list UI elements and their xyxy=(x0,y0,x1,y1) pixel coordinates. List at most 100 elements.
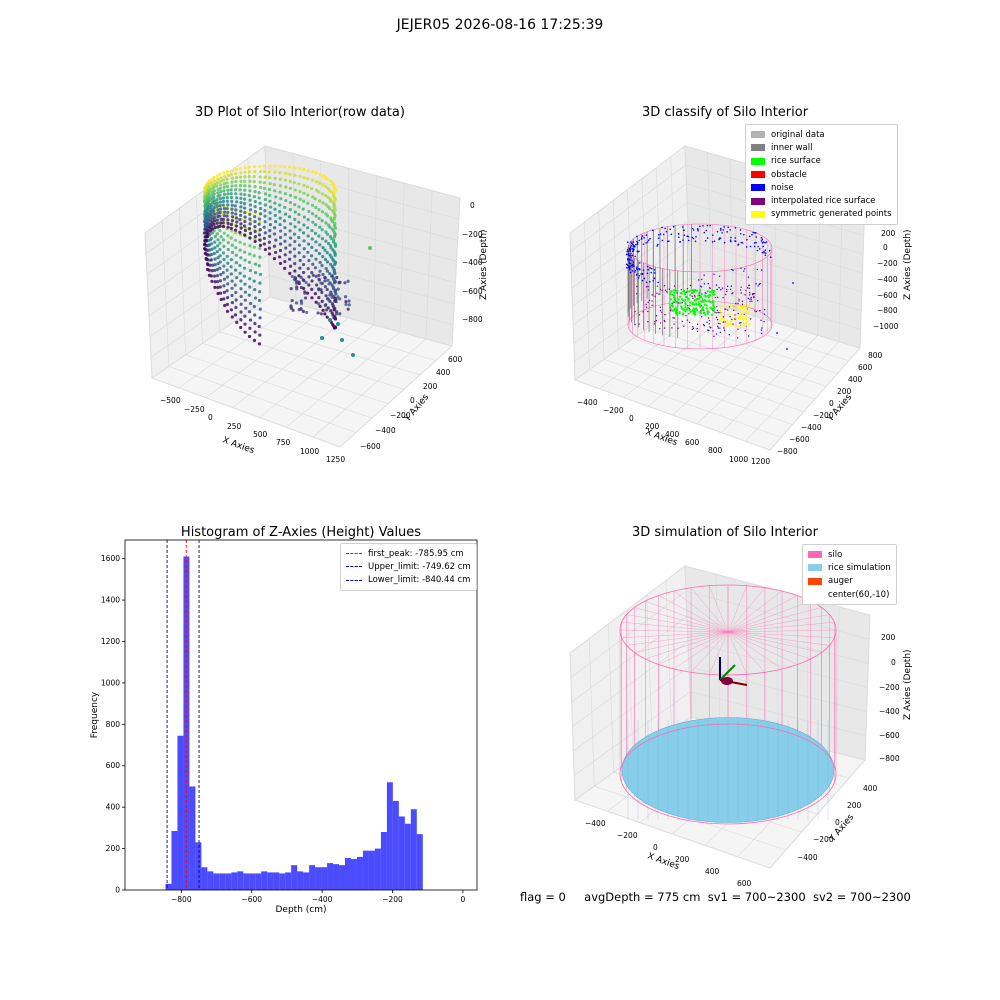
rice-surface-point xyxy=(706,290,709,293)
legend-item: Upper_limit: -749.62 cm xyxy=(346,560,471,573)
raw-point xyxy=(229,172,234,177)
raw-point xyxy=(210,180,214,185)
raw-point xyxy=(230,250,234,255)
interpolated-rice-point xyxy=(709,287,711,290)
raw-point xyxy=(253,205,257,209)
noise-point xyxy=(626,250,629,253)
noise-point xyxy=(664,227,667,230)
raw-point xyxy=(234,176,239,180)
raw-point xyxy=(213,234,217,239)
interpolated-rice-point xyxy=(750,296,752,299)
raw-point xyxy=(243,188,247,192)
noise-point xyxy=(636,235,638,238)
noise-point xyxy=(647,239,650,241)
histogram-bar xyxy=(374,848,381,890)
interpolated-rice-point xyxy=(686,319,689,321)
raw-point xyxy=(238,263,242,268)
noise-point xyxy=(627,250,630,253)
raw-point xyxy=(317,216,321,221)
interpolated-rice-point xyxy=(672,317,674,319)
noise-point xyxy=(661,226,663,229)
raw-point xyxy=(229,272,233,276)
histogram-ytick-label: 1200 xyxy=(101,637,120,646)
sim-ytick: 400 xyxy=(863,784,878,793)
noise-point xyxy=(757,285,759,287)
sim-ztick: −400 xyxy=(879,707,900,716)
raw-xtick: 0 xyxy=(208,413,213,422)
raw-point xyxy=(258,180,262,184)
sim-ytick: 0 xyxy=(835,818,840,827)
raw-point xyxy=(234,298,238,302)
raw-point xyxy=(314,274,318,279)
rice-surface-point xyxy=(704,294,707,297)
noise-point xyxy=(763,313,766,315)
auger-axis-y xyxy=(719,664,736,681)
raw-point xyxy=(219,179,223,183)
grid-line xyxy=(266,188,458,241)
grid-line xyxy=(178,208,187,355)
raw-point xyxy=(274,219,278,224)
legend-line xyxy=(346,579,362,581)
raw-point xyxy=(302,175,306,180)
raw-point xyxy=(215,204,219,208)
histogram-bar xyxy=(368,850,375,890)
raw-outlier-point xyxy=(320,336,324,340)
raw-point xyxy=(311,273,315,277)
silo-roof-wire xyxy=(727,631,811,660)
interpolated-rice-point xyxy=(724,293,727,296)
interpolated-rice-point xyxy=(719,323,721,325)
noise-point xyxy=(747,335,750,337)
histogram-bar xyxy=(327,863,334,890)
raw-point xyxy=(268,193,272,197)
classify-xtick: −400 xyxy=(577,398,598,407)
raw-point xyxy=(243,170,247,174)
histogram-bars xyxy=(165,556,423,890)
raw-point xyxy=(205,228,210,232)
raw-point xyxy=(230,207,234,211)
raw-point xyxy=(338,280,342,284)
raw-point xyxy=(318,172,322,177)
auger-body xyxy=(721,677,733,685)
simulation-plot-title: 3D simulation of Silo Interior xyxy=(632,525,819,540)
histogram-y-ticks: 0 200 400 600 800 1000 1200 1400 1600 xyxy=(101,554,125,895)
noise-point xyxy=(711,241,714,243)
rice-surface-point xyxy=(700,292,703,296)
noise-point xyxy=(730,236,732,239)
raw-point xyxy=(258,307,262,311)
raw-point xyxy=(226,241,230,245)
interpolated-rice-point xyxy=(634,310,636,313)
raw-point xyxy=(325,177,329,181)
noise-point xyxy=(628,261,631,263)
legend-label: original data xyxy=(771,129,825,140)
raw-point xyxy=(326,278,330,282)
raw-point xyxy=(230,168,235,173)
raw-point xyxy=(253,190,257,194)
raw-point xyxy=(210,268,214,273)
raw-xtick: −250 xyxy=(184,405,205,414)
interpolated-rice-point xyxy=(744,294,746,296)
rice-surface-point xyxy=(681,299,684,302)
noise-point xyxy=(642,243,645,245)
interpolated-rice-point xyxy=(664,313,666,316)
raw-point xyxy=(332,235,336,239)
histogram-ytick-label: 1600 xyxy=(101,554,120,563)
raw-point xyxy=(305,310,309,315)
raw-outlier-point xyxy=(368,246,372,250)
raw-point xyxy=(215,232,220,236)
raw-ztick: −400 xyxy=(462,258,483,267)
raw-point xyxy=(294,301,299,305)
raw-point xyxy=(218,260,222,264)
raw-point xyxy=(225,199,230,203)
raw-point xyxy=(230,215,235,219)
rice-surface-point xyxy=(699,296,703,299)
interpolated-rice-point xyxy=(659,288,662,291)
histogram-bar xyxy=(189,786,196,890)
noise-point xyxy=(703,324,706,327)
symmetric-point xyxy=(746,311,750,314)
raw-x-ticks: −500 −250 0 250 500 750 1000 1250 xyxy=(160,396,345,464)
interpolated-rice-point xyxy=(749,300,751,302)
noise-point xyxy=(657,243,659,246)
interpolated-rice-point xyxy=(740,292,743,294)
raw-point xyxy=(244,306,248,310)
raw-point xyxy=(288,243,292,247)
